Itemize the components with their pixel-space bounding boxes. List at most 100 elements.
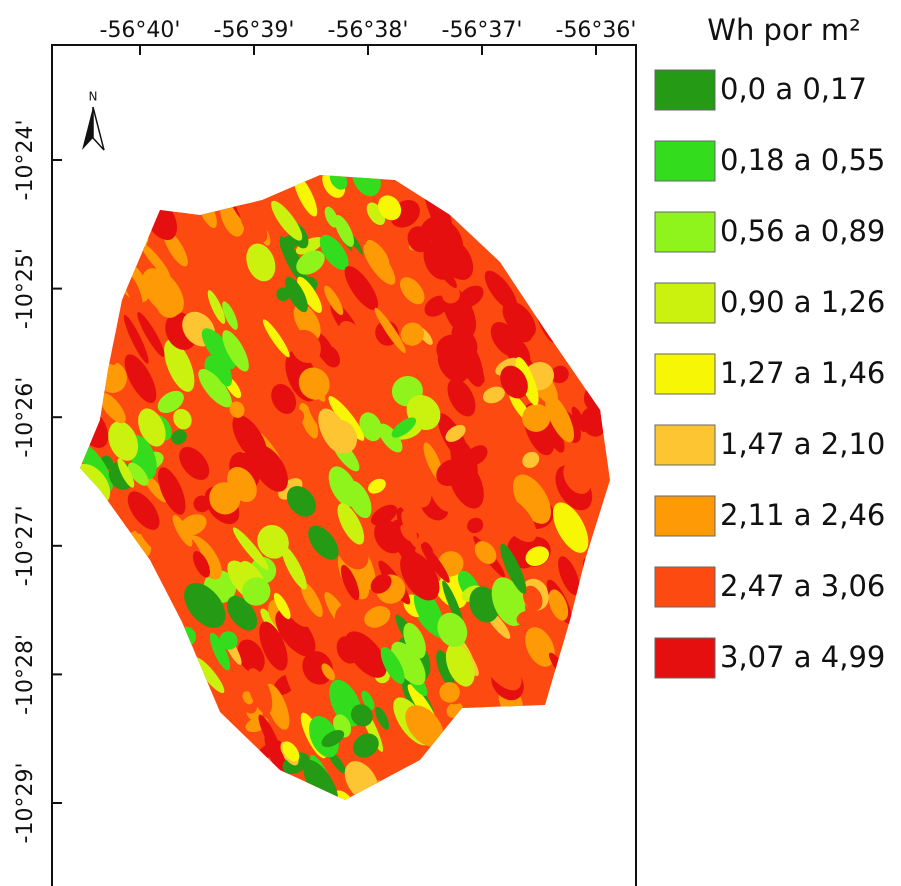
terrain-patch [232, 527, 269, 570]
terrain-patch [276, 408, 305, 432]
terrain-patch [127, 491, 160, 530]
terrain-patch [298, 367, 330, 400]
legend-swatch [654, 282, 716, 324]
terrain-patch [157, 467, 186, 515]
legend-swatch [654, 69, 716, 111]
terrain-patch [563, 461, 592, 495]
terrain-patch [286, 486, 316, 517]
terrain-patch [447, 378, 476, 417]
terrain-patch [410, 257, 424, 280]
terrain-patch [99, 392, 126, 424]
terrain-patch [500, 365, 528, 399]
terrain-patch [496, 496, 537, 543]
terrain-patch [365, 371, 383, 396]
terrain-patch [300, 582, 323, 618]
terrain-patch [194, 657, 225, 694]
latitude-label: -10°28' [13, 634, 38, 715]
terrain-patch [290, 329, 321, 363]
terrain-patch [340, 564, 360, 601]
terrain-patch [420, 543, 450, 583]
terrain-patch [400, 524, 414, 542]
terrain-patch [550, 365, 569, 384]
terrain-patch [222, 301, 238, 330]
terrain-patch [302, 651, 333, 685]
terrain-patch [246, 243, 276, 282]
terrain-patch [219, 631, 238, 650]
terrain-patch [251, 445, 288, 492]
terrain-patch [172, 515, 193, 547]
terrain-patch [262, 319, 290, 358]
terrain-patch [344, 266, 379, 311]
legend-swatch [654, 353, 716, 395]
terrain-patch [515, 357, 539, 406]
terrain-patch [209, 632, 231, 671]
terrain-patch [490, 321, 522, 357]
longitude-label: -56°36' [556, 18, 637, 43]
terrain-patch [391, 641, 426, 686]
longitude-label: -56°38' [328, 18, 409, 43]
north-arrow: N [82, 90, 105, 151]
terrain-patch [138, 408, 166, 447]
terrain-patch [467, 517, 484, 534]
terrain-patch [227, 596, 258, 631]
terrain-patch [525, 627, 555, 667]
terrain-patch [282, 741, 300, 762]
terrain-patch [548, 589, 569, 621]
terrain-patch [123, 314, 149, 364]
legend-swatch [654, 637, 716, 679]
terrain-patch [142, 268, 184, 316]
terrain-patch [400, 322, 424, 346]
terrain-patch [321, 729, 345, 748]
terrain-patch [378, 195, 402, 221]
terrain-patch [247, 668, 273, 714]
terrain-patch [328, 751, 346, 774]
terrain-patch [265, 361, 282, 376]
terrain-patch [522, 451, 540, 468]
terrain-patch [222, 330, 249, 372]
longitude-label: -56°39' [214, 18, 295, 43]
terrain-patch [439, 682, 460, 703]
terrain-patch [405, 705, 444, 747]
terrain-patch [283, 660, 304, 705]
legend-title: Wh por m² [707, 13, 860, 47]
terrain-patch [474, 541, 497, 564]
legend-label: 3,07 a 4,99 [720, 640, 885, 674]
terrain-patch [137, 312, 165, 357]
terrain-patch [363, 243, 396, 285]
terrain-patch [108, 421, 139, 461]
terrain-patch [318, 408, 350, 454]
terrain-patch [338, 321, 368, 356]
terrain-patch [184, 582, 226, 628]
latitude-label: -10°29' [13, 763, 38, 844]
terrain-patch [522, 403, 551, 432]
legend-label: 0,18 a 0,55 [720, 143, 885, 177]
terrain-patch [399, 297, 416, 320]
terrain-patch [296, 250, 325, 275]
north-label: N [89, 90, 98, 104]
terrain-patch [281, 545, 307, 590]
terrain-patch [143, 474, 168, 503]
terrain-patch [165, 529, 203, 570]
legend-label: 0,0 a 0,17 [720, 72, 867, 106]
legend-label: 2,11 a 2,46 [720, 498, 885, 532]
terrain-patch [577, 446, 603, 484]
terrain-patch [545, 394, 575, 443]
radiation-map [80, 175, 610, 800]
terrain-patch [334, 603, 368, 642]
terrain-patch [271, 384, 297, 414]
terrain-patch [407, 477, 432, 508]
terrain-patch [437, 612, 468, 648]
terrain-patch [227, 466, 257, 503]
terrain-patch [481, 645, 522, 691]
terrain-patch [368, 478, 386, 494]
terrain-patch [273, 592, 291, 620]
terrain-patch [229, 401, 245, 418]
terrain-patch [525, 546, 549, 567]
terrain-patch [308, 525, 339, 560]
terrain-patch [482, 386, 505, 404]
terrain-patch [328, 396, 365, 441]
terrain-patch [436, 650, 455, 686]
terrain-patch [445, 424, 466, 442]
terrain-patch [324, 285, 344, 316]
terrain-patch [192, 551, 210, 578]
